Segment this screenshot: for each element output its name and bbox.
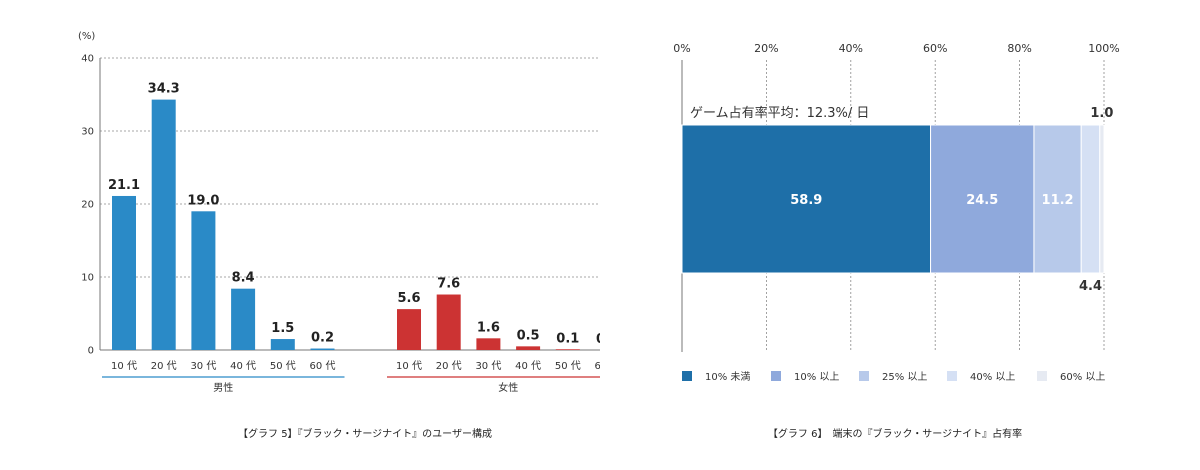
x-tick-label: 10 代 (396, 360, 422, 372)
data-label: 11.2 (1042, 193, 1074, 208)
data-label: 1.0 (1090, 106, 1113, 121)
data-label: 1.5 (271, 321, 294, 336)
bar-female (556, 349, 580, 350)
legend-swatch (1037, 371, 1047, 381)
x-tick-label: 80% (1007, 42, 1031, 55)
x-tick-label: 40 代 (515, 360, 541, 372)
legend-label: 10% 以上 (794, 371, 839, 383)
x-tick-label: 50 代 (270, 360, 296, 372)
x-tick-label: 40 代 (230, 360, 256, 372)
bar-female (397, 309, 421, 350)
legend-label: 25% 以上 (882, 371, 927, 383)
bar-male (271, 339, 295, 350)
x-tick-label: 60 代 (310, 360, 336, 372)
segment-4 (1081, 125, 1100, 273)
data-label: 0.1 (556, 331, 579, 346)
legend-swatch (859, 371, 869, 381)
x-tick-label: 10 代 (111, 360, 137, 372)
x-tick-label: 20 代 (436, 360, 462, 372)
data-label: 0.5 (517, 328, 540, 343)
segment-5 (1100, 125, 1104, 273)
bar-male (231, 289, 255, 350)
data-label: 1.6 (477, 320, 500, 335)
chart-6-title: 【グラフ 6】 端末の『ブラック・サージナイト』占有率 (768, 427, 1022, 440)
legend-label: 60% 以上 (1060, 371, 1105, 383)
bar-male (311, 349, 335, 350)
data-label: 7.6 (437, 277, 460, 292)
x-tick-label: 50 代 (555, 360, 581, 372)
chart-5-title: 【グラフ 5】『ブラック・サージナイト』のユーザー構成 (238, 427, 492, 440)
data-label: 4.4 (1079, 279, 1102, 294)
legend-swatch (682, 371, 692, 381)
data-label: 58.9 (790, 193, 822, 208)
y-unit-label: (%) (78, 31, 95, 42)
bar-male (191, 211, 215, 350)
x-tick-label: 20 代 (151, 360, 177, 372)
y-tick-label: 0 (88, 346, 94, 357)
data-label: 5.6 (397, 291, 420, 306)
x-tick-label: 100% (1088, 42, 1119, 55)
device-share-chart: 0% 20% 40% 60% 80% 100% ゲーム占有率平均：12.3%/ 日 58.… (600, 0, 1200, 470)
data-label: 19.0 (187, 193, 219, 208)
x-tick-label: 30 代 (475, 360, 501, 372)
data-label: 34.3 (148, 82, 180, 97)
x-tick-label: 40% (839, 42, 863, 55)
legend-swatch (947, 371, 957, 381)
group-label: 男性 (213, 381, 233, 394)
y-tick-label: 20 (81, 200, 94, 211)
y-tick-label: 40 (81, 54, 94, 65)
y-tick-label: 10 (81, 273, 94, 284)
data-label: 8.4 (232, 271, 255, 286)
x-tick-label: 30 代 (190, 360, 216, 372)
data-label: 0.2 (311, 331, 334, 346)
bar-female (476, 338, 500, 350)
average-annotation: ゲーム占有率平均：12.3%/ 日 (690, 105, 869, 121)
legend-label: 40% 以上 (970, 371, 1015, 383)
bar-female (437, 295, 461, 350)
group-label: 女性 (498, 381, 518, 394)
bar-female (516, 346, 540, 350)
y-tick-label: 30 (81, 127, 94, 138)
data-label: 24.5 (966, 193, 998, 208)
x-tick-label: 0% (673, 42, 690, 55)
legend-label: 10% 未満 (705, 371, 750, 383)
data-label: 21.1 (108, 178, 140, 193)
x-tick-label: 20% (754, 42, 778, 55)
user-composition-chart: (%) 0 10 20 30 40 21.1 10 代 34.3 20 代 19.0 30 代 8.… (0, 0, 600, 470)
legend-swatch (771, 371, 781, 381)
bar-male (112, 196, 136, 350)
bar-male (152, 100, 176, 350)
x-tick-label: 60% (923, 42, 947, 55)
